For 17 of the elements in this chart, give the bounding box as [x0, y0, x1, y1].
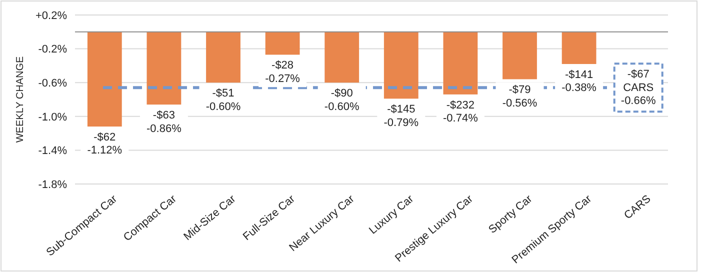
data-label: -$79 -0.56% [502, 84, 538, 110]
y-tick-label: -0.2% [38, 44, 68, 56]
data-label: -$63 -0.86% [146, 110, 182, 135]
data-label: -$51 -0.60% [206, 88, 241, 113]
y-tick-label: -1.0% [38, 111, 68, 124]
data-label: -$62 -1.12% [87, 132, 122, 157]
data-label: -$90 -0.60% [324, 88, 360, 113]
data-label: -$145 -0.79% [384, 104, 419, 129]
y-tick-label: -1.8% [38, 178, 68, 191]
data-label: -$28 -0.27% [265, 60, 300, 85]
data-label: -$141 -0.38% [562, 69, 597, 94]
y-tick-label: -1.4% [38, 145, 68, 158]
data-label: -$232 -0.74% [443, 99, 478, 125]
y-tick-label: -0.6% [38, 77, 68, 90]
y-axis-title: WEEKLY CHANGE [15, 56, 26, 143]
y-tick-label: +0.2% [36, 10, 68, 22]
ref-line-label: -$67 CARS -0.66% [620, 68, 656, 108]
